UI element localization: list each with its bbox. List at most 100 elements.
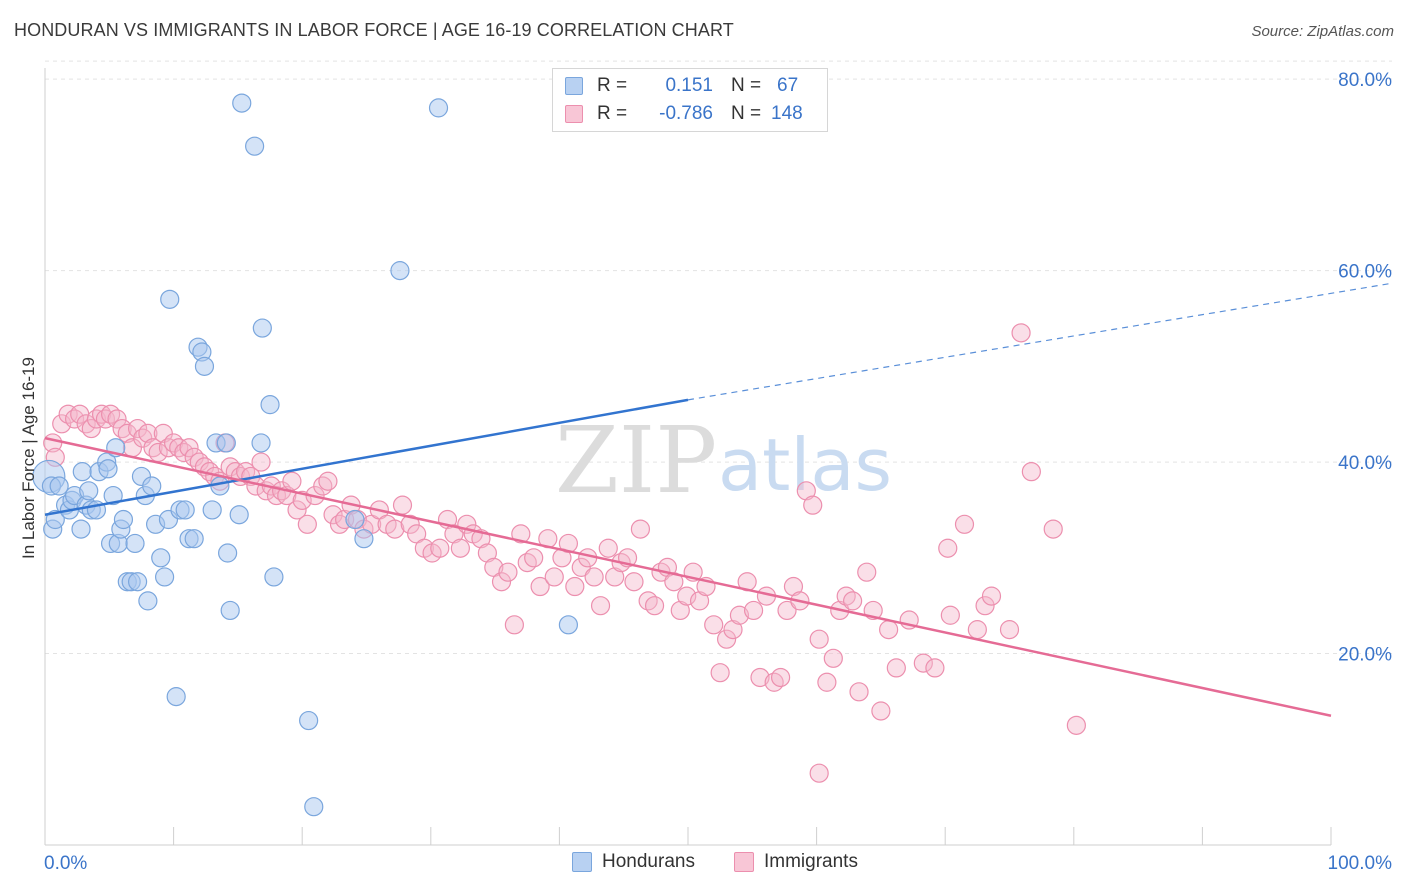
hondurans-point: [232, 93, 252, 113]
hondurans-point: [175, 500, 195, 520]
immigrants-point: [498, 562, 518, 582]
immigrants-point: [644, 596, 665, 616]
hondurans-point: [113, 509, 134, 530]
immigrants-point: [318, 471, 338, 491]
hondurans-n-value: 67: [777, 75, 799, 96]
immigrants-point: [723, 620, 743, 640]
hondurans-point: [127, 572, 148, 592]
immigrants-point: [558, 533, 579, 554]
immigrants-point: [729, 605, 750, 625]
hondurans-point: [245, 136, 265, 156]
y-tick-label: 60.0%: [1338, 262, 1392, 283]
immigrants-point: [1043, 519, 1063, 539]
immigrants-point: [783, 576, 804, 597]
hondurans-point: [390, 261, 410, 281]
immigrants-point: [282, 471, 302, 491]
hondurans-point: [304, 797, 324, 817]
bottom-immigrants-label: Immigrants: [764, 851, 858, 872]
immigrants-point: [857, 562, 877, 582]
immigrants-point: [677, 586, 697, 606]
immigrants-point: [1066, 715, 1086, 735]
y-axis-label: In Labor Force | Age 16-19: [19, 357, 38, 559]
x-tick-label-min: 0.0%: [44, 853, 87, 874]
immigrants-point: [251, 452, 271, 472]
y-tick-labels: 20.0% 40.0% 60.0% 80.0%: [1338, 70, 1392, 665]
immigrants-point: [444, 524, 464, 544]
hondurans-point: [229, 505, 249, 525]
immigrants-point: [704, 615, 724, 635]
immigrants-point: [940, 605, 960, 625]
watermark: ZIP atlas: [555, 407, 892, 514]
immigrants-r-label: R =: [597, 103, 628, 124]
hondurans-point: [216, 433, 236, 453]
immigrants-point: [925, 658, 945, 678]
bottom-hondurans-swatch: [572, 852, 592, 872]
immigrants-point: [287, 500, 307, 520]
immigrants-point: [999, 620, 1020, 640]
hondurans-point: [49, 476, 69, 496]
immigrants-point: [843, 591, 863, 611]
immigrants-point: [511, 524, 531, 544]
immigrants-point: [138, 423, 158, 443]
hondurans-point: [71, 519, 91, 539]
hondurans-point: [72, 462, 92, 482]
hondurans-trend-line: [44, 398, 689, 516]
y-tick-label: 40.0%: [1338, 453, 1392, 474]
immigrants-point: [689, 591, 710, 611]
hondurans-point: [264, 567, 284, 587]
legend-row-hondurans: R = 0.151 N = 67: [565, 73, 798, 99]
immigrants-point: [886, 658, 906, 678]
hondurans-point: [142, 476, 162, 496]
immigrants-swatch: [565, 105, 583, 123]
chart-title: HONDURAN VS IMMIGRANTS IN LABOR FORCE | …: [14, 20, 734, 40]
immigrants-point: [710, 663, 730, 683]
immigrants-point: [777, 600, 797, 621]
immigrants-point: [530, 576, 550, 597]
immigrants-point: [571, 557, 591, 577]
hondurans-point: [260, 395, 280, 415]
immigrants-point: [450, 538, 470, 558]
hondurans-point: [125, 533, 145, 554]
immigrants-point: [1021, 462, 1041, 482]
hondurans-point: [154, 567, 175, 587]
hondurans-trend-extension: [687, 282, 1392, 401]
hondurans-r-label: R =: [597, 75, 628, 96]
immigrants-point: [477, 543, 497, 563]
hondurans-point: [45, 509, 65, 530]
immigrants-point: [750, 667, 770, 688]
immigrants-point: [981, 586, 1002, 606]
hondurans-point: [558, 615, 579, 635]
immigrants-point: [605, 567, 625, 587]
immigrants-point: [179, 438, 199, 458]
watermark-atlas: atlas: [718, 423, 892, 507]
immigrants-point: [117, 423, 137, 443]
immigrants-point: [770, 667, 791, 688]
immigrants-point: [743, 600, 764, 621]
hondurans-point: [354, 529, 374, 549]
immigrants-point: [590, 596, 611, 616]
immigrants-point: [400, 514, 420, 534]
immigrants-point: [913, 653, 933, 673]
bottom-legend-immigrants: Immigrants: [734, 851, 858, 873]
hondurans-point: [210, 476, 230, 496]
immigrants-point: [153, 423, 173, 443]
immigrants-point: [81, 418, 101, 439]
hondurans-point: [202, 500, 222, 520]
hondurans-point: [138, 591, 158, 611]
immigrants-point: [817, 672, 837, 692]
hondurans-point: [184, 529, 204, 549]
immigrants-point: [967, 620, 987, 640]
immigrants-point: [297, 514, 317, 534]
immigrants-trend-line: [44, 436, 1332, 717]
correlation-legend: R = 0.151 N = 67 R = -0.786 N = 148: [552, 68, 828, 132]
immigrants-n-value: 148: [771, 103, 803, 124]
immigrants-point: [385, 519, 405, 539]
immigrants-point: [809, 763, 829, 783]
immigrants-point: [544, 567, 564, 587]
hondurans-point: [220, 600, 240, 621]
immigrants-point: [392, 495, 413, 515]
immigrants-points: [43, 323, 1086, 783]
hondurans-point: [98, 459, 118, 479]
immigrants-point: [491, 572, 512, 592]
